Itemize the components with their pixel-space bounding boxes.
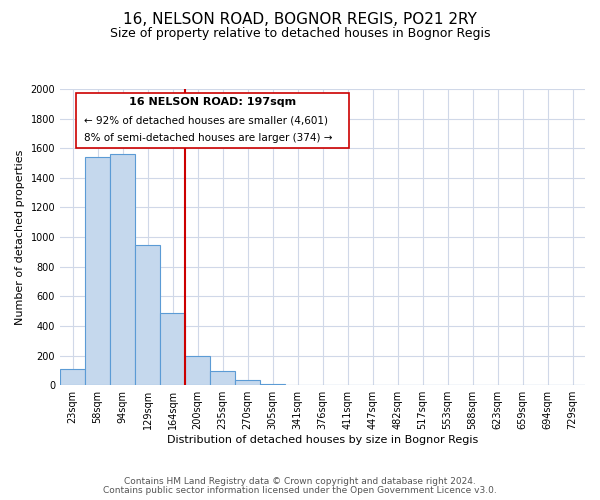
Bar bbox=[60, 369, 85, 385]
Bar bbox=[210, 371, 235, 385]
Bar bbox=[85, 157, 110, 385]
Bar bbox=[135, 244, 160, 385]
Text: 16 NELSON ROAD: 197sqm: 16 NELSON ROAD: 197sqm bbox=[129, 97, 296, 107]
Text: ← 92% of detached houses are smaller (4,601): ← 92% of detached houses are smaller (4,… bbox=[83, 116, 328, 126]
X-axis label: Distribution of detached houses by size in Bognor Regis: Distribution of detached houses by size … bbox=[167, 435, 478, 445]
Text: Size of property relative to detached houses in Bognor Regis: Size of property relative to detached ho… bbox=[110, 28, 490, 40]
Bar bbox=[260, 384, 285, 385]
Text: 16, NELSON ROAD, BOGNOR REGIS, PO21 2RY: 16, NELSON ROAD, BOGNOR REGIS, PO21 2RY bbox=[123, 12, 477, 28]
Bar bbox=[235, 380, 260, 385]
Y-axis label: Number of detached properties: Number of detached properties bbox=[15, 150, 25, 325]
Text: Contains HM Land Registry data © Crown copyright and database right 2024.: Contains HM Land Registry data © Crown c… bbox=[124, 477, 476, 486]
Text: Contains public sector information licensed under the Open Government Licence v3: Contains public sector information licen… bbox=[103, 486, 497, 495]
Bar bbox=[160, 312, 185, 385]
Bar bbox=[110, 154, 135, 385]
Bar bbox=[185, 356, 210, 385]
FancyBboxPatch shape bbox=[76, 94, 349, 148]
Text: 8% of semi-detached houses are larger (374) →: 8% of semi-detached houses are larger (3… bbox=[83, 134, 332, 143]
